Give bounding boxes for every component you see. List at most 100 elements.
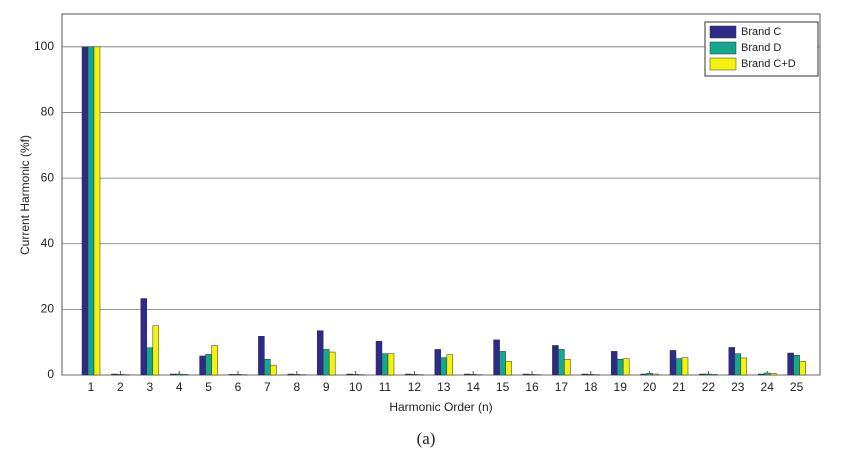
legend-swatch: [709, 25, 737, 39]
bar: [787, 352, 794, 376]
bar: [652, 373, 659, 376]
bar: [205, 354, 212, 376]
x-tick-label: 2: [117, 380, 124, 394]
x-tick-label: 5: [205, 380, 212, 394]
x-tick-label: 16: [525, 380, 539, 394]
bar: [411, 374, 418, 376]
bar: [769, 373, 777, 376]
x-tick-label: 22: [702, 380, 716, 394]
y-tick-label: 100: [34, 39, 54, 53]
bar: [558, 349, 565, 376]
bar: [799, 360, 806, 376]
bar: [264, 358, 271, 376]
x-tick-label: 15: [496, 380, 510, 394]
bar: [564, 358, 571, 376]
x-tick-label: 4: [176, 380, 183, 394]
legend-label: Brand C+D: [741, 58, 796, 70]
legend-label: Brand C: [741, 26, 781, 38]
x-tick-label: 6: [235, 380, 242, 394]
bar: [740, 357, 748, 376]
plot-area: [61, 13, 821, 376]
bar: [622, 358, 630, 376]
x-tick-label: 1: [88, 380, 95, 394]
x-tick-label: 8: [293, 380, 300, 394]
bar: [146, 347, 154, 376]
y-tick-label: 20: [41, 302, 55, 316]
x-tick-label: 20: [643, 380, 657, 394]
legend-label: Brand D: [741, 42, 781, 54]
bar: [646, 373, 653, 376]
x-tick-label: 24: [761, 380, 775, 394]
bar: [140, 298, 148, 376]
legend-swatch: [709, 57, 737, 71]
bar: [328, 351, 336, 376]
x-tick-label: 10: [349, 380, 363, 394]
bar: [581, 373, 589, 376]
bar: [228, 374, 236, 376]
bar: [705, 373, 712, 376]
x-axis-label: Harmonic Order (n): [389, 400, 492, 414]
bar: [270, 364, 277, 376]
bar: [93, 46, 101, 376]
bar: [610, 351, 618, 376]
x-tick-label: 7: [264, 380, 271, 394]
bar: [169, 373, 177, 376]
bar: [763, 372, 771, 376]
x-tick-label: 17: [555, 380, 569, 394]
bar: [463, 373, 471, 376]
bar: [234, 374, 242, 376]
bar: [111, 373, 118, 376]
bar: [681, 357, 689, 376]
bar: [199, 355, 206, 376]
x-tick-label: 25: [790, 380, 804, 394]
bar: [640, 373, 647, 376]
x-tick-label: 19: [614, 380, 628, 394]
bar: [446, 354, 454, 376]
bar: [152, 325, 160, 376]
bar: [175, 373, 183, 376]
bar: [117, 374, 124, 376]
y-tick-label: 80: [41, 105, 55, 119]
bar: [322, 349, 330, 376]
bar: [352, 374, 359, 376]
bar: [81, 46, 89, 376]
caption: (a): [417, 429, 436, 448]
x-tick-label: 11: [379, 380, 392, 394]
x-tick-label: 9: [323, 380, 330, 394]
bar: [287, 373, 295, 376]
bar: [181, 374, 189, 376]
x-tick-label: 3: [146, 380, 153, 394]
bar: [793, 355, 800, 376]
bar: [87, 46, 95, 376]
y-axis-label: Current Harmonic (%f): [18, 135, 32, 255]
bar: [211, 345, 218, 376]
y-tick-label: 0: [47, 367, 54, 381]
bar: [258, 336, 265, 376]
bar: [699, 373, 706, 376]
x-tick-label: 12: [408, 380, 422, 394]
bar: [728, 347, 736, 376]
x-tick-label: 13: [437, 380, 451, 394]
bar: [587, 374, 595, 376]
bar: [505, 360, 512, 376]
x-tick-label: 23: [731, 380, 745, 394]
bar: [757, 373, 765, 376]
bar: [346, 373, 353, 376]
y-tick-label: 40: [41, 236, 55, 250]
bar: [293, 374, 301, 376]
legend-swatch: [709, 41, 737, 55]
y-tick-label: 60: [41, 170, 55, 184]
bar: [405, 373, 412, 376]
x-tick-label: 14: [467, 380, 481, 394]
bar: [440, 357, 448, 376]
bar: [669, 350, 677, 376]
bar: [316, 330, 324, 376]
bar: [522, 373, 530, 376]
bar: [434, 349, 442, 376]
bar: [734, 353, 742, 376]
bar: [469, 374, 477, 376]
bar: [711, 374, 718, 376]
bar: [528, 374, 536, 376]
bar: [552, 345, 559, 376]
